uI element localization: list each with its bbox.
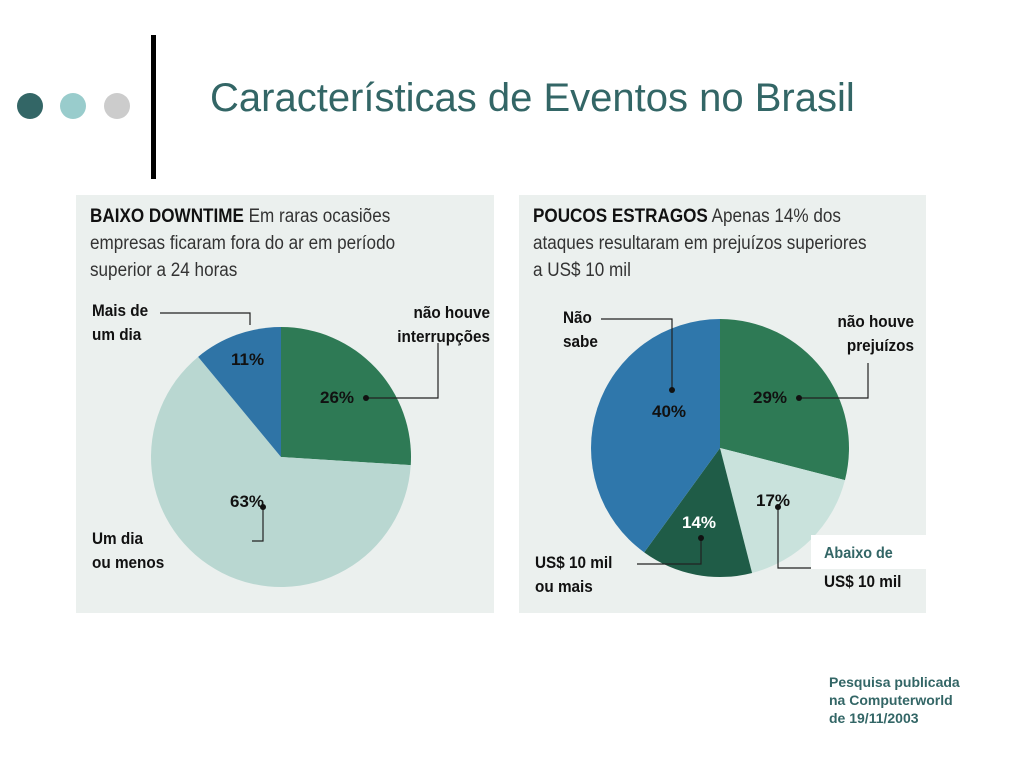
pie-chart-downtime	[150, 312, 439, 588]
data-label-11: 11%	[231, 350, 265, 369]
data-label-17: 17%	[756, 491, 791, 510]
chart-subtitle: Em raras ocasiões	[248, 206, 391, 227]
chart-subtitle: ataques resultaram em prejuízos superior…	[533, 233, 867, 254]
slice-label-nao-sabe: Não sabe	[563, 308, 598, 351]
data-label-26: 26%	[320, 388, 355, 407]
source-note: Pesquisa publicada na Computerworld de 1…	[829, 673, 960, 727]
chart-header: POUCOS ESTRAGOS Apenas 14% dos ataques re…	[533, 203, 893, 284]
chart-subtitle: a US$ 10 mil	[533, 260, 631, 281]
data-label-29: 29%	[753, 388, 788, 407]
slice-label-abaixo-de-us10mil: Abaixo de US$ 10 mil	[824, 545, 902, 591]
source-line: Pesquisa publicada	[829, 674, 960, 690]
pie-slice	[644, 448, 753, 577]
chart-subtitle: empresas ficaram fora do ar em período	[90, 233, 396, 254]
data-label-40: 40%	[652, 402, 687, 421]
source-line: na Computerworld	[829, 692, 953, 708]
pie-slice	[591, 319, 720, 553]
slice-label-mais-de-um-dia: Mais de um dia	[92, 301, 149, 344]
source-line: de 19/11/2003	[829, 710, 919, 726]
slice-label-us10mil-ou-mais: US$ 10 mil ou mais	[535, 553, 613, 596]
bullet-dot-dark	[17, 93, 43, 119]
chart-heading: POUCOS ESTRAGOS	[533, 206, 708, 227]
divider	[151, 35, 156, 179]
chart-subtitle: superior a 24 horas	[90, 260, 238, 281]
chart-heading: BAIXO DOWNTIME	[90, 206, 244, 227]
pie-slice	[720, 448, 845, 573]
chart-panel-estragos: POUCOS ESTRAGOS Apenas 14% dos ataques re…	[519, 195, 926, 613]
pie-slice	[198, 327, 281, 457]
data-label-63: 63%	[230, 492, 265, 511]
bullet-dot-grey	[104, 93, 130, 119]
chart-subtitle: Apenas 14% dos	[711, 206, 841, 227]
pie-chart-estragos	[591, 318, 926, 577]
chart-panel-downtime: BAIXO DOWNTIME Em raras ocasiões empresas…	[76, 195, 494, 613]
pie-slice	[720, 319, 849, 481]
bullet-dot-light	[60, 93, 86, 119]
chart-header: BAIXO DOWNTIME Em raras ocasiões empresas…	[90, 203, 450, 284]
slice-label-nao-houve-interrupcoes: não houve interrupções	[397, 303, 490, 346]
pie-slice	[281, 327, 411, 466]
slide-title: Características de Eventos no Brasil	[210, 76, 855, 120]
data-label-14: 14%	[682, 513, 717, 532]
slice-label-um-dia-ou-menos: Um dia ou menos	[92, 529, 165, 572]
pie-slice	[150, 356, 411, 588]
slice-label-nao-houve-prejuizos: não houve prejuízos	[837, 312, 914, 355]
